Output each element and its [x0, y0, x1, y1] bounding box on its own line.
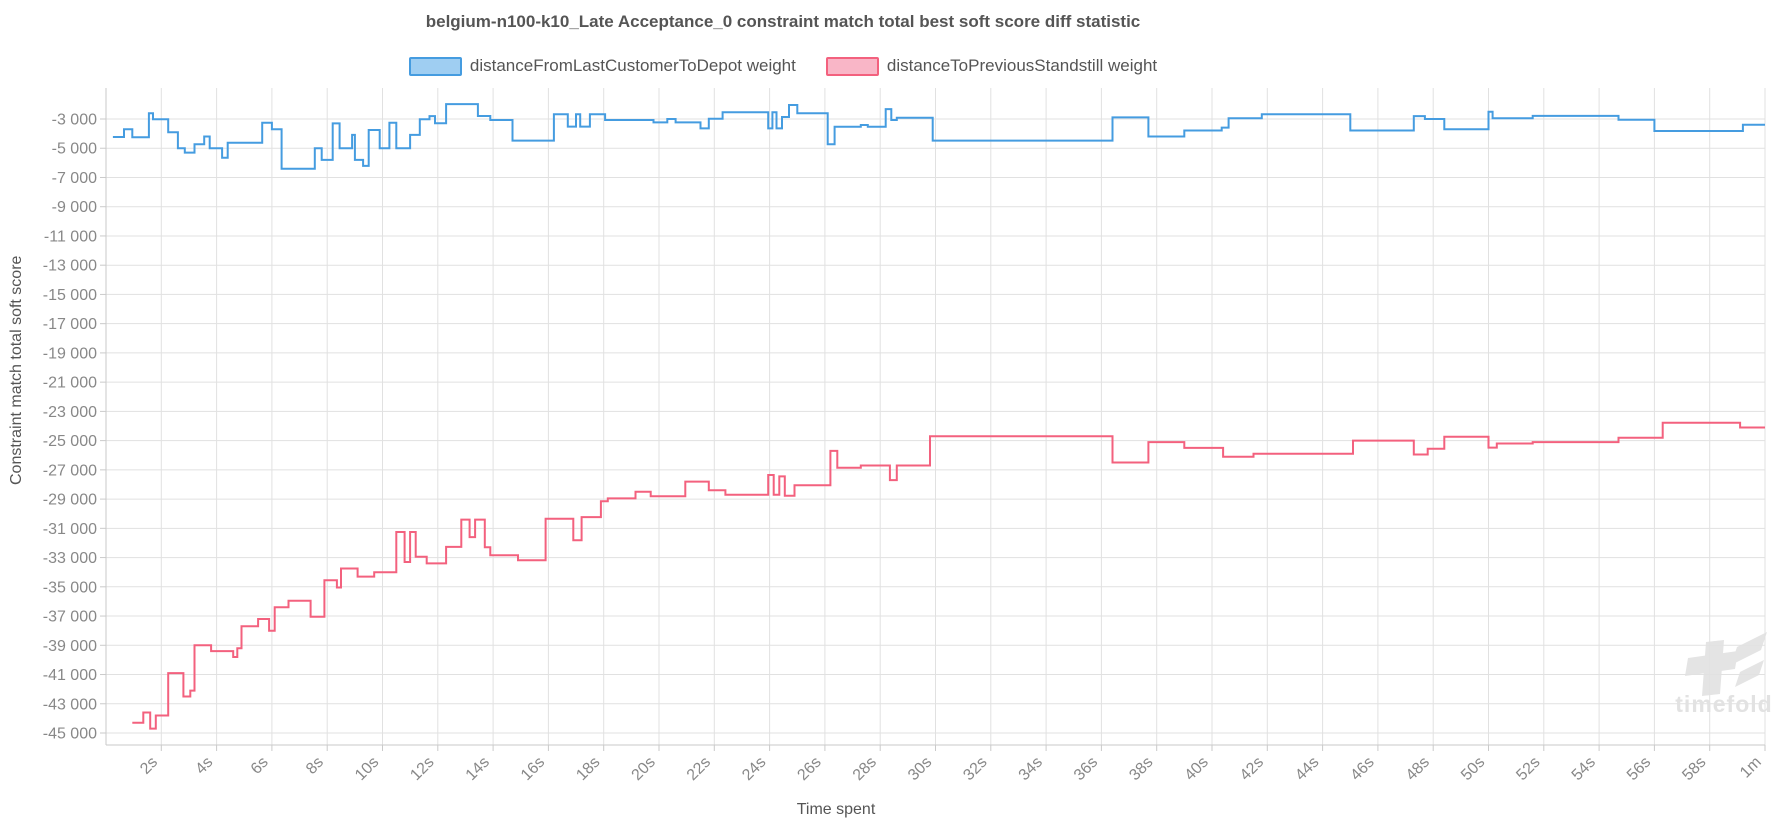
y-tick-label: -33 000 [43, 550, 97, 567]
y-tick-label: -21 000 [43, 375, 97, 392]
x-tick-label: 56s [1624, 754, 1654, 784]
y-tick-label: -13 000 [43, 258, 97, 275]
y-tick-label: -3 000 [52, 112, 97, 129]
y-tick-label: -11 000 [44, 228, 97, 245]
x-tick-label: 24s [739, 754, 769, 784]
x-tick-label: 12s [407, 754, 437, 784]
x-tick-label: 58s [1679, 754, 1709, 784]
y-tick-label: -23 000 [43, 404, 97, 421]
y-tick-label: -45 000 [43, 726, 97, 743]
x-tick-label: 38s [1126, 754, 1156, 784]
y-tick-label: -19 000 [43, 345, 97, 362]
x-tick-label: 22s [684, 754, 714, 784]
x-tick-label: 26s [794, 754, 824, 784]
x-tick-label: 2s [137, 754, 161, 778]
y-tick-label: -29 000 [43, 492, 97, 509]
legend-swatch-pink-icon [825, 56, 879, 76]
x-tick-label: 42s [1237, 754, 1267, 784]
x-tick-label: 34s [1016, 754, 1046, 784]
x-tick-label: 54s [1569, 754, 1599, 784]
legend-item-distance-to-previous-standstill[interactable]: distanceToPreviousStandstill weight [825, 56, 1158, 76]
legend-label: distanceFromLastCustomerToDepot weight [469, 56, 796, 75]
legend-label: distanceToPreviousStandstill weight [886, 56, 1158, 75]
y-tick-label: -9 000 [52, 199, 97, 216]
x-tick-label: 18s [573, 754, 603, 784]
y-tick-label: -43 000 [43, 696, 97, 713]
y-tick-label: -37 000 [43, 609, 97, 626]
y-tick-label: -39 000 [43, 638, 97, 655]
x-tick-label: 48s [1403, 754, 1433, 784]
legend-item-distance-from-last-customer-to-depot[interactable]: distanceFromLastCustomerToDepot weight [408, 56, 796, 76]
y-tick-label: -7 000 [52, 170, 97, 187]
x-tick-label: 20s [629, 754, 659, 784]
x-tick-label: 28s [850, 754, 880, 784]
chart-title: belgium-n100-k10_Late Acceptance_0 const… [425, 12, 1141, 31]
axes-lines [100, 88, 1766, 751]
x-tick-label: 1m [1737, 754, 1765, 782]
x-axis-title: Time spent [796, 801, 876, 818]
series-line-distance-to-previous-standstill [132, 421, 1765, 730]
y-tick-label: -35 000 [43, 579, 97, 596]
y-tick-label: -41 000 [43, 667, 97, 684]
x-tick-label: 50s [1458, 754, 1488, 784]
y-tick-label: -5 000 [52, 141, 97, 158]
x-tick-label: 8s [303, 754, 327, 778]
tick-labels: -3 000 -5 000 -7 000 -9 000 -11 000 -13 000 -1… [43, 112, 1765, 785]
y-tick-label: -17 000 [43, 316, 97, 333]
timefold-watermark: timefold [1675, 632, 1772, 717]
x-tick-label: 4s [192, 754, 216, 778]
y-tick-label: -31 000 [43, 521, 97, 538]
series-line-distance-from-last-customer-to-depot [112, 103, 1765, 170]
x-tick-label: 30s [905, 754, 935, 784]
gridlines [106, 88, 1766, 745]
x-tick-label: 10s [352, 754, 382, 784]
x-tick-label: 40s [1182, 754, 1212, 784]
x-tick-label: 16s [518, 754, 548, 784]
x-tick-label: 36s [1071, 754, 1101, 784]
x-tick-label: 52s [1513, 754, 1543, 784]
x-tick-label: 6s [248, 754, 272, 778]
x-tick-label: 44s [1292, 754, 1322, 784]
y-tick-label: -25 000 [43, 433, 97, 450]
y-axis-title: Constraint match total soft score [8, 255, 25, 485]
x-tick-label: 14s [463, 754, 493, 784]
y-tick-label: -15 000 [43, 287, 97, 304]
legend-swatch-blue-icon [408, 56, 462, 76]
x-tick-label: 32s [960, 754, 990, 784]
y-tick-label: -27 000 [43, 462, 97, 479]
x-tick-label: 46s [1347, 754, 1377, 784]
legend: distanceFromLastCustomerToDepot weight d… [0, 56, 1566, 76]
